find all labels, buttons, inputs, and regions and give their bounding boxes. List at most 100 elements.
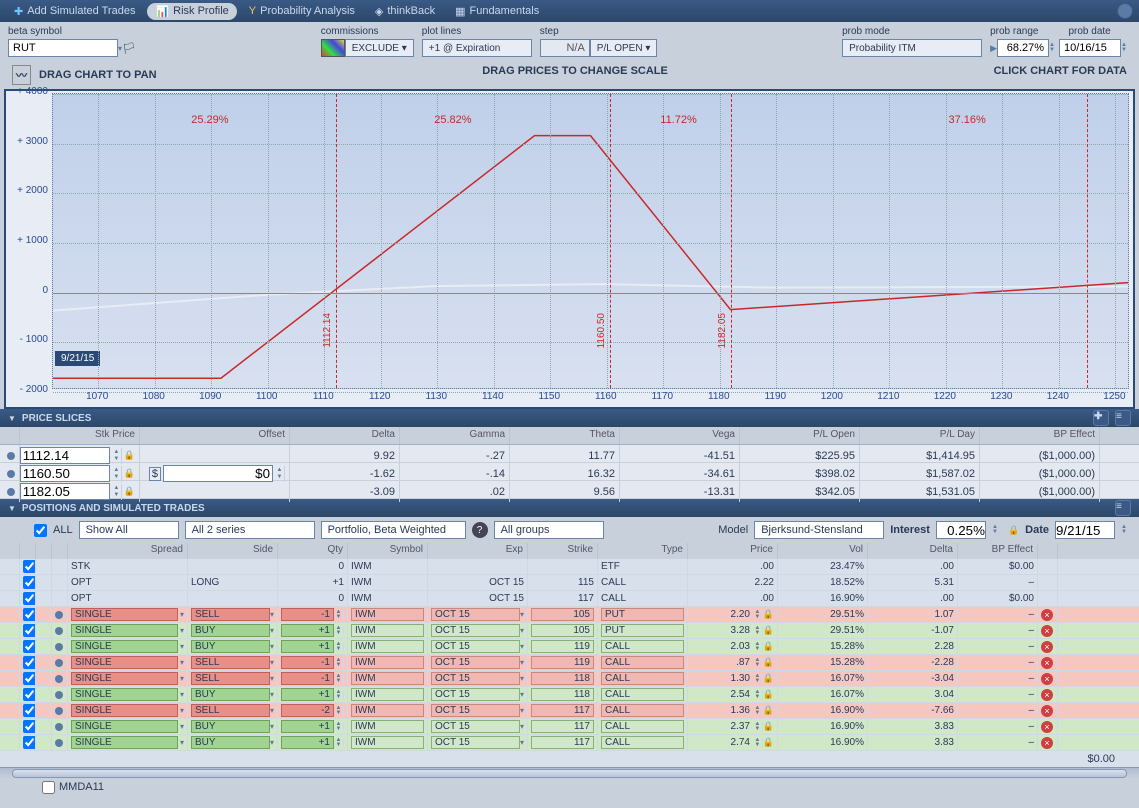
symbol-select[interactable]: IWM [351,720,424,733]
qty-input[interactable]: +1 [281,720,334,733]
menu-icon[interactable] [1117,3,1133,19]
side-select[interactable]: BUY [191,736,270,749]
pan-icon[interactable]: 〰 [12,65,31,85]
lock-icon[interactable]: 🔒 [763,657,774,668]
lock-icon[interactable]: 🔒 [763,673,774,684]
lock-icon[interactable]: 🔒 [763,689,774,700]
date-input[interactable] [1055,521,1115,539]
symbol-select[interactable]: IWM [351,640,424,653]
strike-select[interactable]: 118 [531,688,594,701]
bullet-icon[interactable] [7,488,15,496]
side-select[interactable]: SELL [191,704,270,717]
prob-date-input[interactable] [1059,39,1121,57]
qty-input[interactable]: +1 [281,640,334,653]
row-checkbox[interactable] [23,592,36,605]
qty-input[interactable]: +1 [281,624,334,637]
type-select[interactable]: CALL [601,736,684,749]
spread-select[interactable]: SINGLE [71,608,178,621]
bullet-icon[interactable] [55,611,63,619]
exp-select[interactable]: OCT 15 [431,688,520,701]
h-scrollbar[interactable] [0,767,1139,779]
stk-price-input[interactable] [20,483,110,500]
model-select[interactable]: Bjerksund-Stensland [754,521,884,539]
grid-icon[interactable] [321,39,345,57]
side-select[interactable]: SELL [191,656,270,669]
beta-symbol-input[interactable] [8,39,118,57]
type-select[interactable]: PUT [601,608,684,621]
bullet-icon[interactable] [55,643,63,651]
delete-icon[interactable]: × [1041,641,1053,653]
exp-select[interactable]: OCT 15 [431,656,520,669]
bullet-icon[interactable] [55,627,63,635]
bullet-icon[interactable] [55,675,63,683]
exp-select[interactable]: OCT 15 [431,640,520,653]
type-select[interactable]: CALL [601,672,684,685]
symbol-select[interactable]: IWM [351,608,424,621]
qty-input[interactable]: -2 [281,704,334,717]
exp-select[interactable]: OCT 15 [431,672,520,685]
bullet-icon[interactable] [55,739,63,747]
side-select[interactable]: SELL [191,672,270,685]
plotlines-select[interactable]: +1 @ Expiration [422,39,532,57]
lock-icon[interactable]: 🔒 [124,468,135,479]
lock-icon[interactable]: 🔒 [124,450,135,461]
qty-input[interactable]: +1 [281,688,334,701]
qty-input[interactable]: -1 [281,608,334,621]
row-checkbox[interactable] [23,656,36,669]
stk-price-input[interactable] [20,447,110,464]
chart-plot-area[interactable]: 9/21/15 25.29%25.82%11.72%37.16%1112.141… [52,93,1129,389]
tab-add-simulated[interactable]: ✚Add Simulated Trades [6,3,143,20]
qty-input[interactable]: -1 [281,656,334,669]
positions-menu-icon[interactable]: ≡ [1115,500,1131,516]
exp-select[interactable]: OCT 15 [431,608,520,621]
symbol-select[interactable]: IWM [351,688,424,701]
interest-input[interactable] [936,521,986,539]
slices-menu-icon[interactable]: ≡ [1115,410,1131,426]
tab-probability[interactable]: YProbability Analysis [241,3,363,19]
prob-mode-select[interactable]: Probability ITM [842,39,982,57]
stk-price-input[interactable] [20,465,110,482]
help-icon[interactable]: ? [472,522,488,538]
delete-icon[interactable]: × [1041,625,1053,637]
add-slice-icon[interactable]: ✚ [1093,410,1109,426]
symbol-select[interactable]: IWM [351,656,424,669]
price-slices-header[interactable]: ▼ PRICE SLICES ✚ ≡ [0,409,1139,427]
spread-select[interactable]: SINGLE [71,704,178,717]
pl-open-select[interactable]: P/L OPEN ▾ [590,39,658,57]
symbol-select[interactable]: IWM [351,672,424,685]
delete-icon[interactable]: × [1041,609,1053,621]
row-checkbox[interactable] [23,576,36,589]
row-checkbox[interactable] [23,624,36,637]
type-select[interactable]: PUT [601,624,684,637]
exp-select[interactable]: OCT 15 [431,720,520,733]
collapse-icon[interactable]: ▼ [8,414,16,423]
bullet-icon[interactable] [7,470,15,478]
footer-checkbox[interactable] [42,781,55,794]
bullet-icon[interactable] [55,707,63,715]
strike-select[interactable]: 117 [531,704,594,717]
type-select[interactable]: CALL [601,688,684,701]
bullet-icon[interactable] [55,723,63,731]
groups-select[interactable]: All groups [494,521,604,539]
strike-select[interactable]: 118 [531,672,594,685]
bullet-icon[interactable] [55,659,63,667]
lock-icon[interactable]: 🔒 [1008,525,1019,536]
lock-icon[interactable]: 🔒 [763,705,774,716]
type-select[interactable]: CALL [601,704,684,717]
side-select[interactable]: SELL [191,608,270,621]
spread-select[interactable]: SINGLE [71,720,178,733]
bullet-icon[interactable] [55,691,63,699]
row-checkbox[interactable] [23,560,36,573]
lock-icon[interactable]: 🔒 [763,721,774,732]
symbol-select[interactable]: IWM [351,704,424,717]
side-select[interactable]: BUY [191,720,270,733]
spread-select[interactable]: SINGLE [71,672,178,685]
portfolio-select[interactable]: Portfolio, Beta Weighted [321,521,466,539]
symbol-select[interactable]: IWM [351,736,424,749]
row-checkbox[interactable] [23,640,36,653]
delete-icon[interactable]: × [1041,721,1053,733]
side-select[interactable]: BUY [191,624,270,637]
qty-input[interactable]: -1 [281,672,334,685]
type-select[interactable]: CALL [601,720,684,733]
strike-select[interactable]: 105 [531,624,594,637]
